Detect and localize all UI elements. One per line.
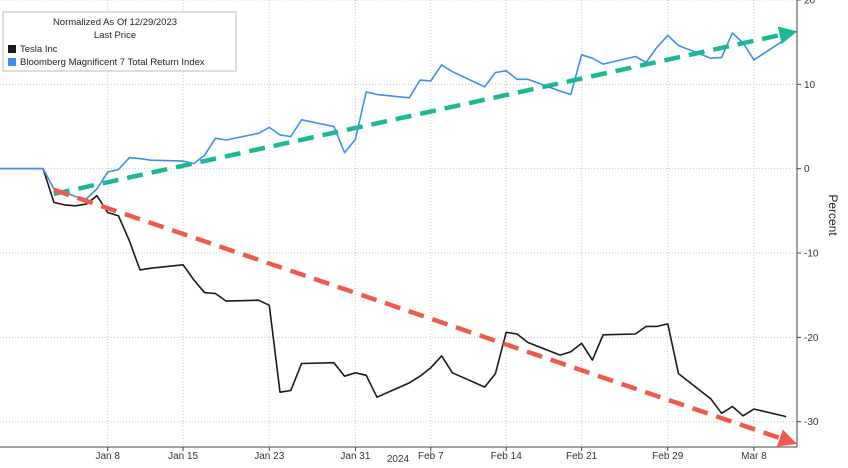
y-tick-label: -10 [804, 249, 819, 260]
x-tick-label: Feb 7 [418, 451, 444, 462]
x-tick-label: Jan 31 [340, 451, 370, 462]
legend: Normalized As Of 12/29/2023 Last Price T… [2, 11, 237, 72]
series-line-tesla [0, 167, 787, 418]
y-tick-label: 10 [804, 80, 816, 91]
legend-label-mag7: Bloomberg Magnificent 7 Total Return Ind… [20, 57, 205, 68]
y-tick-label: 0 [804, 164, 810, 175]
gridlines [0, 0, 797, 447]
legend-subtitle: Last Price [94, 30, 136, 41]
x-year-label: 2024 [387, 454, 410, 465]
y-tick-label: 20 [804, 0, 816, 7]
x-tick-label: Feb 14 [491, 451, 523, 462]
x-tick-label: Jan 8 [95, 451, 120, 462]
trend-arrows [53, 26, 798, 447]
x-tick-label: Feb 21 [566, 451, 598, 462]
downtrend-arrow [53, 187, 797, 447]
y-axis-ticks: 20 10 0 -10 -20 -30 [797, 0, 819, 428]
x-tick-label: Mar 8 [741, 451, 767, 462]
x-axis-ticks: Jan 8 Jan 15 Jan 23 Jan 31 Feb 7 Feb 14 Feb 21… [95, 447, 767, 462]
plot-background [0, 0, 797, 447]
series-layer [0, 32, 787, 418]
legend-label-tesla: Tesla Inc [20, 44, 58, 55]
legend-title: Normalized As Of 12/29/2023 [53, 17, 177, 28]
y-axis-label: Percent [826, 194, 840, 236]
y-tick-label: -20 [804, 333, 819, 344]
y-tick-label: -30 [804, 417, 819, 428]
x-tick-label: Jan 15 [168, 451, 198, 462]
series-line-mag7 [0, 32, 787, 200]
legend-box [2, 11, 237, 72]
x-tick-label: Feb 29 [652, 451, 684, 462]
x-tick-label: Jan 23 [254, 451, 284, 462]
legend-swatch-tesla [8, 45, 16, 53]
legend-swatch-mag7 [8, 58, 16, 66]
